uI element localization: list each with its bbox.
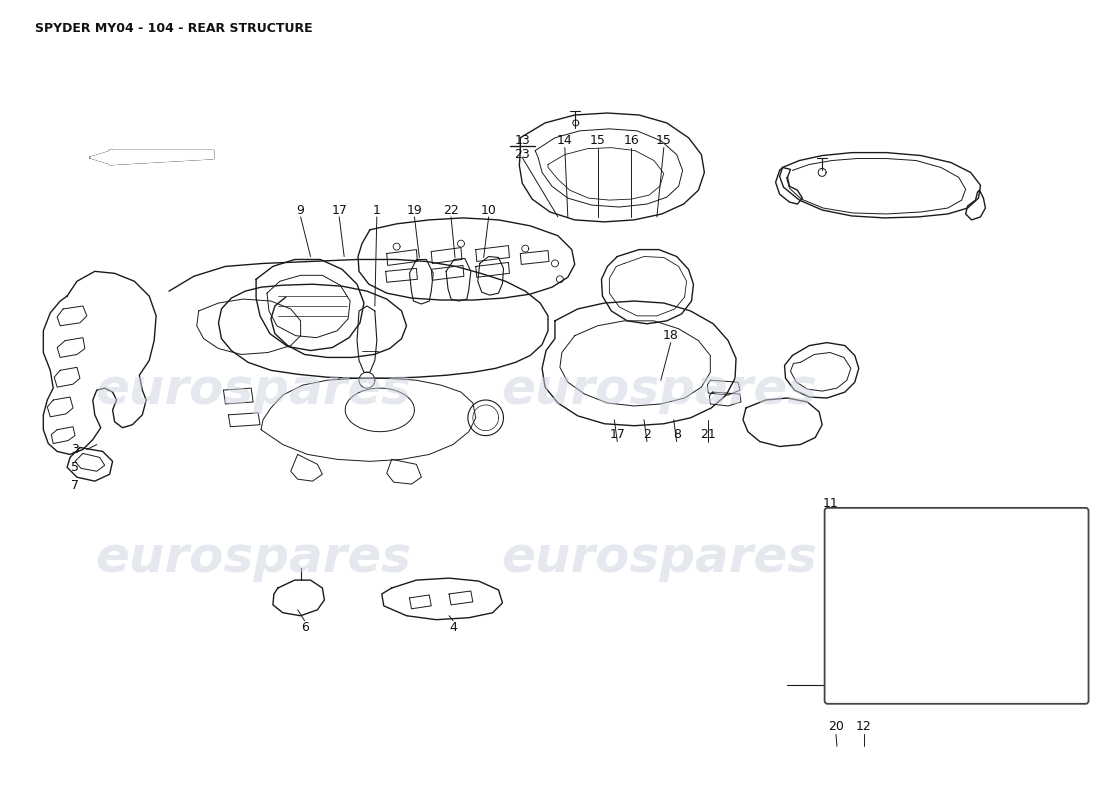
Text: eurospares: eurospares — [500, 534, 817, 582]
Text: 3: 3 — [72, 443, 79, 456]
Text: 4: 4 — [449, 621, 456, 634]
Text: eurospares: eurospares — [95, 366, 411, 414]
Text: 7: 7 — [72, 478, 79, 492]
Text: 21: 21 — [701, 428, 716, 441]
Text: eurospares: eurospares — [95, 534, 411, 582]
Text: 13: 13 — [515, 134, 530, 147]
Text: 17: 17 — [331, 203, 348, 217]
Text: 20: 20 — [828, 720, 844, 733]
Text: 14: 14 — [557, 134, 573, 147]
FancyBboxPatch shape — [825, 508, 1089, 704]
Text: 8: 8 — [673, 428, 681, 441]
Text: 12: 12 — [856, 720, 871, 733]
Text: 10: 10 — [481, 203, 496, 217]
Text: 6: 6 — [300, 621, 308, 634]
Text: 15: 15 — [590, 134, 605, 147]
Text: eurospares: eurospares — [500, 366, 817, 414]
Text: 23: 23 — [515, 148, 530, 161]
Text: USA - CDN: USA - CDN — [923, 536, 996, 549]
Text: 11: 11 — [822, 498, 838, 510]
Polygon shape — [90, 150, 112, 165]
Text: 17: 17 — [609, 428, 625, 441]
Text: SPYDER MY04 - 104 - REAR STRUCTURE: SPYDER MY04 - 104 - REAR STRUCTURE — [35, 22, 314, 35]
Text: 1: 1 — [373, 203, 381, 217]
Text: 19: 19 — [407, 203, 422, 217]
Text: 15: 15 — [656, 134, 672, 147]
Polygon shape — [110, 150, 213, 165]
Text: 18: 18 — [663, 329, 679, 342]
Text: 9: 9 — [297, 203, 305, 217]
Text: 16: 16 — [624, 134, 639, 147]
Text: 2: 2 — [644, 428, 651, 441]
Text: 5: 5 — [72, 461, 79, 474]
Text: 22: 22 — [443, 203, 459, 217]
